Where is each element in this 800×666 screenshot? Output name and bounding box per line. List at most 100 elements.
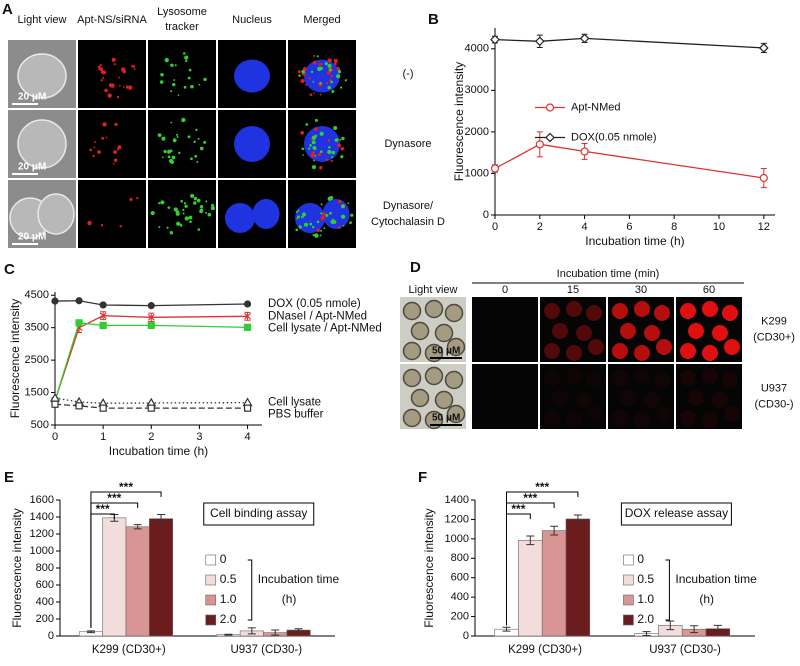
- nucleus: [234, 126, 270, 162]
- legend-label: Apt-NMed: [571, 101, 621, 113]
- annotation-box: [620, 502, 732, 526]
- signal-dot: [157, 133, 162, 138]
- signal-dot: [122, 70, 127, 74]
- y-tick-label: 2500: [25, 354, 49, 366]
- marker: [243, 323, 252, 331]
- signal-dot: [340, 86, 343, 89]
- signal-dot: [94, 141, 97, 143]
- y-tick-label: 1600: [30, 494, 54, 506]
- marker: [535, 140, 544, 149]
- y-axis-label: Fluorescence intensity: [422, 508, 436, 627]
- micrograph: [540, 364, 606, 429]
- fluorescent-cell: [722, 305, 738, 321]
- signal-dot: [334, 138, 338, 142]
- legend-title: (h): [699, 592, 714, 606]
- signal-dot: [99, 63, 102, 67]
- fluorescent-cell: [588, 339, 604, 355]
- signal-dot: [181, 117, 186, 123]
- error-bar: [502, 626, 511, 632]
- signal-dot: [102, 70, 107, 75]
- signal-dot: [314, 154, 317, 157]
- signal-dot: [176, 221, 181, 226]
- signal-dot: [330, 74, 333, 78]
- row-label: (CD30+): [753, 331, 795, 343]
- fluorescent-cell: [712, 325, 728, 341]
- signal-dot: [102, 122, 107, 127]
- x-tick-label: 4: [244, 431, 250, 443]
- signal-dot: [314, 118, 318, 122]
- marker: [99, 301, 107, 309]
- signal-dot: [312, 233, 315, 237]
- signal-dot: [316, 55, 319, 58]
- signal-dot: [129, 197, 133, 201]
- nucleus: [252, 199, 280, 229]
- signal-dot: [173, 207, 178, 212]
- signal-dot: [320, 216, 325, 221]
- error-bar: [666, 620, 675, 631]
- legend-swatch: [623, 614, 634, 626]
- signal-dot: [116, 95, 120, 99]
- panel-letter: C: [4, 261, 15, 278]
- marker: [51, 297, 59, 305]
- y-tick-label: 500: [31, 419, 49, 431]
- signal-dot: [187, 76, 191, 80]
- marker: [490, 164, 500, 173]
- signal-dot: [327, 196, 332, 201]
- cell: [402, 301, 422, 321]
- marker: [51, 400, 59, 408]
- signal-dot: [319, 165, 323, 170]
- error-bar: [713, 624, 722, 633]
- error-bar: [86, 630, 95, 634]
- signal-dot: [182, 212, 185, 215]
- signal-dot: [167, 206, 171, 209]
- fluorescent-cell: [656, 339, 672, 355]
- signal-dot: [203, 140, 207, 144]
- panel-letter: D: [410, 259, 421, 276]
- y-tick-label: 2000: [465, 126, 489, 138]
- signal-dot: [193, 196, 198, 201]
- signal-dot: [196, 161, 199, 163]
- signal-dot: [341, 136, 345, 141]
- x-tick-label: K299 (CD30+): [508, 644, 582, 656]
- signal-dot: [113, 150, 117, 154]
- fluorescent-cell: [620, 323, 636, 339]
- signal-dot: [296, 217, 298, 220]
- micrograph: [148, 180, 216, 248]
- signal-dot: [327, 63, 332, 68]
- signal-dot: [198, 83, 201, 86]
- signal-dot: [163, 149, 167, 154]
- y-tick-label: 400: [451, 591, 469, 603]
- marker: [579, 33, 590, 44]
- signal-dot: [302, 154, 304, 156]
- signal-dot: [309, 93, 313, 96]
- signal-dot: [119, 225, 122, 228]
- panel-letter: F: [418, 469, 427, 486]
- marker: [147, 302, 155, 310]
- row-label: U937: [761, 382, 787, 394]
- signal-dot: [193, 201, 197, 205]
- signal-dot: [340, 146, 344, 151]
- legend-label: 2.0: [220, 612, 237, 626]
- marker: [490, 34, 500, 45]
- signal-dot: [324, 62, 328, 66]
- fluorescent-cell: [566, 412, 582, 428]
- signal-dot: [320, 229, 323, 232]
- series-line: [494, 37, 764, 49]
- cell: [446, 404, 466, 424]
- fluorescent-cell: [576, 392, 592, 408]
- signal-dot: [183, 202, 187, 205]
- signal-dot: [187, 135, 191, 139]
- fluorescent-cell: [612, 370, 628, 386]
- signal-dot: [195, 128, 198, 131]
- signal-dot: [205, 211, 208, 214]
- legend-label: 0.5: [637, 572, 654, 586]
- signal-dot: [337, 225, 341, 229]
- signal-dot: [301, 147, 305, 151]
- signal-dot: [333, 62, 337, 66]
- signal-dot: [158, 225, 161, 229]
- signal-dot: [349, 221, 352, 225]
- x-tick-label: U937 (CD30-): [649, 644, 721, 656]
- signal-dot: [298, 74, 301, 77]
- signal-dot: [184, 55, 189, 60]
